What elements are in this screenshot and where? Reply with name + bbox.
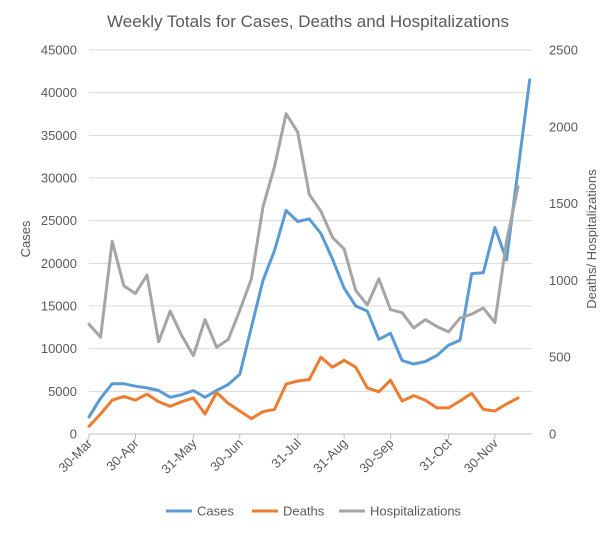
- series-line-deaths: [87, 355, 520, 428]
- y-tick-label: 15000: [41, 299, 77, 314]
- y-tick-label: 25000: [41, 213, 77, 228]
- y2-tick-label: 0: [549, 427, 556, 442]
- x-tick-label: 31-Oct: [416, 435, 454, 473]
- y2-tick-label: 1000: [549, 273, 578, 288]
- y2-tick-label: 2000: [549, 119, 578, 134]
- x-tick-label: 30-Apr: [103, 435, 142, 474]
- y-tick-label: 20000: [41, 256, 77, 271]
- y2-axis-label: Deaths/ Hospitalizations: [584, 169, 599, 309]
- y2-tick-label: 2500: [549, 43, 578, 58]
- legend-label: Deaths: [283, 504, 325, 519]
- y-tick-label: 10000: [41, 341, 77, 356]
- y2-tick-label: 500: [549, 350, 571, 365]
- x-tick-label: 30-Sep: [356, 436, 396, 476]
- x-tick-label: 31-Aug: [310, 436, 350, 476]
- y-tick-label: 45000: [41, 43, 77, 58]
- y-tick-label: 40000: [41, 85, 77, 100]
- y-tick-label: 35000: [41, 128, 77, 143]
- series-line-cases: [87, 78, 532, 419]
- legend: Cases Deaths Hospitalizations: [166, 504, 462, 519]
- y2-tick-label: 1500: [549, 196, 578, 211]
- y-axis-label: Cases: [18, 220, 33, 257]
- x-tick-label: 31-May: [158, 435, 200, 477]
- x-tick-label: 30-Jun: [207, 436, 246, 475]
- chart-title: Weekly Totals for Cases, Deaths and Hosp…: [107, 12, 509, 31]
- x-tick-label: 30-Nov: [461, 435, 502, 476]
- series-line-hospitalizations: [87, 112, 520, 358]
- x-tick-label: 31-Jul: [268, 435, 304, 471]
- legend-label: Cases: [197, 504, 234, 519]
- y-tick-label: 5000: [48, 384, 77, 399]
- legend-label: Hospitalizations: [370, 504, 462, 519]
- y-tick-label: 0: [70, 427, 77, 442]
- y-tick-label: 30000: [41, 171, 77, 186]
